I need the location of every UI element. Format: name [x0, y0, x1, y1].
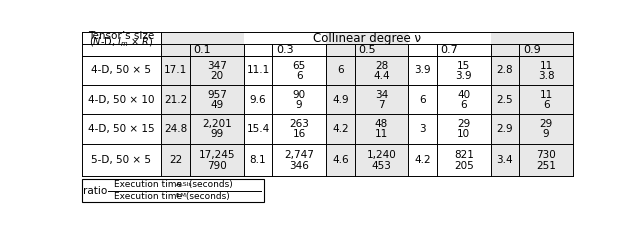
Text: 6: 6 — [337, 66, 344, 75]
Text: 11: 11 — [375, 129, 388, 139]
Text: 22: 22 — [169, 155, 182, 165]
Text: 29: 29 — [540, 119, 553, 129]
Text: 65: 65 — [292, 61, 306, 71]
Text: 730: 730 — [536, 150, 556, 160]
Text: 3.4: 3.4 — [497, 155, 513, 165]
Text: 17.1: 17.1 — [164, 66, 188, 75]
Text: 3.9: 3.9 — [456, 71, 472, 81]
Text: Tensor’s size: Tensor’s size — [88, 31, 155, 41]
Text: 7: 7 — [378, 100, 385, 110]
Text: 0.1: 0.1 — [194, 45, 211, 55]
Text: 3: 3 — [419, 124, 426, 134]
Bar — [81, 179, 264, 202]
Text: 1,240: 1,240 — [367, 150, 396, 160]
Text: 4.9: 4.9 — [332, 95, 349, 105]
Text: 2.5: 2.5 — [497, 95, 513, 105]
Text: 205: 205 — [454, 161, 474, 171]
Text: 99: 99 — [210, 129, 223, 139]
Text: 11: 11 — [540, 90, 553, 100]
Text: 4-D, 50 × 5: 4-D, 50 × 5 — [92, 66, 152, 75]
Bar — [491, 32, 573, 176]
Text: 4.6: 4.6 — [332, 155, 349, 165]
Text: 11.1: 11.1 — [246, 66, 269, 75]
Text: 0.5: 0.5 — [358, 45, 376, 55]
Text: 9: 9 — [296, 100, 303, 110]
Text: 2.9: 2.9 — [497, 124, 513, 134]
Text: 2.8: 2.8 — [497, 66, 513, 75]
Text: 0.9: 0.9 — [523, 45, 541, 55]
Text: Execution time: Execution time — [114, 192, 182, 201]
Text: 9.6: 9.6 — [250, 95, 266, 105]
Text: Execution time: Execution time — [114, 180, 182, 189]
Text: 4-D, 50 × 15: 4-D, 50 × 15 — [88, 124, 155, 134]
Text: 6: 6 — [543, 100, 549, 110]
Text: 346: 346 — [289, 161, 309, 171]
Text: 15: 15 — [457, 61, 470, 71]
Bar — [326, 32, 408, 176]
Text: fLM: fLM — [176, 193, 187, 198]
Text: 251: 251 — [536, 161, 556, 171]
Text: 24.8: 24.8 — [164, 124, 188, 134]
Text: 347: 347 — [207, 61, 227, 71]
Text: ratio: ratio — [83, 186, 108, 196]
Text: ALSls: ALSls — [176, 181, 193, 187]
Text: 6: 6 — [419, 95, 426, 105]
Text: 3.9: 3.9 — [414, 66, 431, 75]
Text: 8.1: 8.1 — [250, 155, 266, 165]
Text: 4-D, 50 × 10: 4-D, 50 × 10 — [88, 95, 155, 105]
Text: (seconds): (seconds) — [186, 180, 233, 189]
Text: 957: 957 — [207, 90, 227, 100]
Text: 263: 263 — [289, 119, 309, 129]
Text: 4.2: 4.2 — [414, 155, 431, 165]
Text: 15.4: 15.4 — [246, 124, 269, 134]
Text: 0.3: 0.3 — [276, 45, 294, 55]
Text: 790: 790 — [207, 161, 227, 171]
Text: 90: 90 — [292, 90, 306, 100]
Text: 21.2: 21.2 — [164, 95, 188, 105]
Text: 48: 48 — [375, 119, 388, 129]
Text: 20: 20 — [211, 71, 223, 81]
Text: 2,747: 2,747 — [284, 150, 314, 160]
Text: 821: 821 — [454, 150, 474, 160]
Text: 29: 29 — [457, 119, 470, 129]
Text: 34: 34 — [375, 90, 388, 100]
Text: 0.7: 0.7 — [440, 45, 458, 55]
Text: 9: 9 — [543, 129, 549, 139]
Text: 40: 40 — [457, 90, 470, 100]
Text: 16: 16 — [292, 129, 306, 139]
Text: 10: 10 — [457, 129, 470, 139]
Text: 5-D, 50 × 5: 5-D, 50 × 5 — [92, 155, 152, 165]
Text: 3.8: 3.8 — [538, 71, 554, 81]
Text: 6: 6 — [296, 71, 303, 81]
Text: Collinear degree ν: Collinear degree ν — [313, 32, 421, 45]
Text: (seconds): (seconds) — [183, 192, 230, 201]
Text: 4.2: 4.2 — [332, 124, 349, 134]
Bar — [161, 32, 244, 176]
Text: 453: 453 — [372, 161, 392, 171]
Text: 6: 6 — [460, 100, 467, 110]
Text: 4.4: 4.4 — [373, 71, 390, 81]
Text: 2,201: 2,201 — [202, 119, 232, 129]
Text: 49: 49 — [210, 100, 223, 110]
Text: 11: 11 — [540, 61, 553, 71]
Text: ($N$-D, $I_m$ × $R$): ($N$-D, $I_m$ × $R$) — [90, 35, 154, 49]
Text: 28: 28 — [375, 61, 388, 71]
Text: 17,245: 17,245 — [198, 150, 235, 160]
